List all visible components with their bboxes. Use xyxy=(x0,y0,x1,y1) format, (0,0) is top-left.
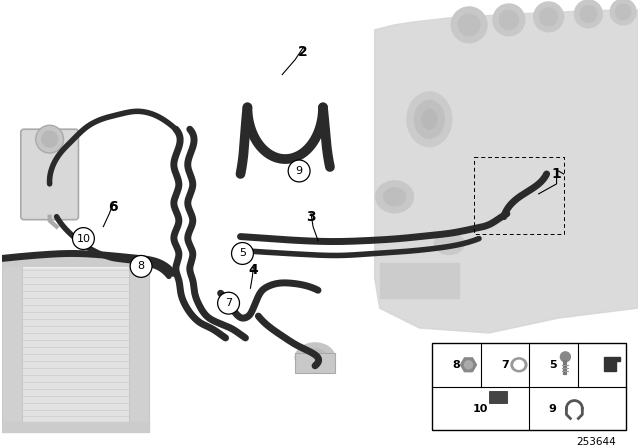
Text: 5: 5 xyxy=(550,360,557,370)
Circle shape xyxy=(493,4,525,36)
Polygon shape xyxy=(465,365,472,372)
Bar xyxy=(433,343,626,431)
Polygon shape xyxy=(461,365,468,372)
Circle shape xyxy=(288,160,310,182)
Circle shape xyxy=(575,0,602,28)
Polygon shape xyxy=(461,358,468,365)
Ellipse shape xyxy=(376,181,413,213)
Text: 9: 9 xyxy=(296,166,303,176)
Circle shape xyxy=(499,10,518,30)
Ellipse shape xyxy=(435,233,464,254)
Bar xyxy=(295,353,335,373)
Polygon shape xyxy=(465,358,472,365)
Bar xyxy=(2,268,149,427)
Ellipse shape xyxy=(415,100,444,138)
Bar xyxy=(2,422,149,432)
Circle shape xyxy=(232,242,253,264)
Circle shape xyxy=(36,125,63,153)
Ellipse shape xyxy=(407,92,452,146)
Circle shape xyxy=(540,8,557,26)
Bar xyxy=(2,256,149,267)
Circle shape xyxy=(42,131,58,147)
Text: 7: 7 xyxy=(501,360,509,370)
Circle shape xyxy=(611,0,636,25)
Bar xyxy=(129,263,149,432)
Text: 3: 3 xyxy=(307,210,316,224)
Text: 8: 8 xyxy=(138,261,145,271)
Ellipse shape xyxy=(295,343,335,373)
Text: 5: 5 xyxy=(239,249,246,258)
Ellipse shape xyxy=(514,360,524,369)
Ellipse shape xyxy=(422,109,436,129)
Circle shape xyxy=(580,5,596,22)
Circle shape xyxy=(616,4,631,20)
Circle shape xyxy=(465,361,472,369)
Text: 4: 4 xyxy=(248,263,259,277)
Circle shape xyxy=(130,255,152,277)
Circle shape xyxy=(561,352,570,362)
Text: 10: 10 xyxy=(473,404,488,414)
Text: 8: 8 xyxy=(452,360,460,370)
Text: 253644: 253644 xyxy=(577,437,616,448)
Polygon shape xyxy=(604,357,620,371)
Text: 7: 7 xyxy=(225,298,232,308)
Polygon shape xyxy=(468,365,476,372)
Text: 9: 9 xyxy=(548,404,556,414)
Text: 1: 1 xyxy=(552,167,561,181)
Ellipse shape xyxy=(511,358,527,372)
Circle shape xyxy=(451,7,487,43)
FancyBboxPatch shape xyxy=(21,129,79,220)
Circle shape xyxy=(534,2,564,32)
Text: 2: 2 xyxy=(298,45,308,59)
Circle shape xyxy=(72,228,94,250)
Polygon shape xyxy=(468,358,476,365)
Circle shape xyxy=(458,14,480,35)
Circle shape xyxy=(218,292,239,314)
Ellipse shape xyxy=(303,349,328,367)
Ellipse shape xyxy=(383,188,406,206)
Bar xyxy=(2,263,22,432)
Bar xyxy=(380,263,459,298)
Bar xyxy=(489,391,507,403)
Polygon shape xyxy=(374,10,638,333)
Text: 6: 6 xyxy=(108,200,118,214)
Text: 10: 10 xyxy=(76,233,90,244)
